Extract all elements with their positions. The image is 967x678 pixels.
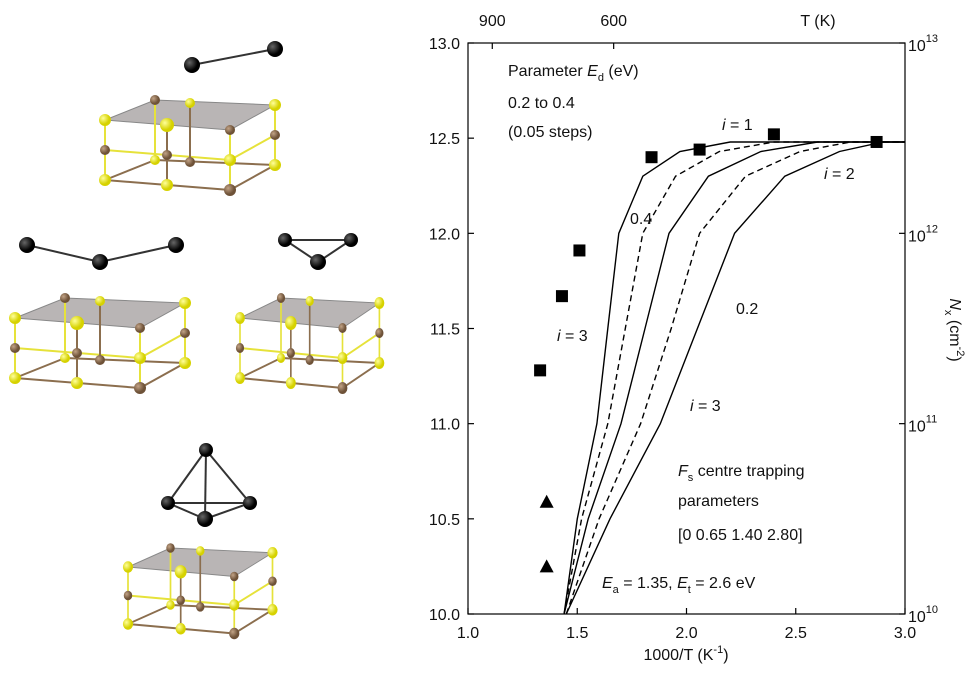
y-tick-label: 12.0 xyxy=(429,226,460,243)
chart: 1.0 1.5 2.0 2.5 3.0 10.0 10.5 11.0 11.5 12.0 12.5 1… xyxy=(429,13,966,664)
annotation-part: = 3 xyxy=(694,398,721,415)
annotation-part: 0.2 to 0.4 xyxy=(508,95,575,112)
x-axis-label-part: 1000/T (K xyxy=(643,647,713,664)
y2-tick-label: 1013 xyxy=(908,33,938,55)
top-tick-label: 600 xyxy=(600,13,627,30)
y-tick-label: 10.5 xyxy=(429,512,460,529)
annotation-part: (0.05 steps) xyxy=(508,124,592,141)
structure-illustration xyxy=(9,41,384,639)
x-tick-label: 1.0 xyxy=(457,625,479,642)
y2-tick-exp: 13 xyxy=(926,33,938,45)
y2-tick-base: 10 xyxy=(908,609,926,626)
x-axis-label-part: -1 xyxy=(713,644,723,656)
annotation-part: (eV) xyxy=(604,63,639,80)
annotation-part: E xyxy=(677,575,688,592)
x-axis-label-part: ) xyxy=(723,647,728,664)
annotation-part: Parameter xyxy=(508,63,587,80)
square-marker xyxy=(534,364,546,376)
annotation-part: centre trapping xyxy=(693,463,804,480)
annotation-part: = 2.6 eV xyxy=(691,575,756,592)
annotation-part: = 3 xyxy=(561,328,588,345)
y2-axis-label-part: (cm xyxy=(946,315,963,346)
y-tick-label: 11.0 xyxy=(430,417,460,434)
annotation: parameters xyxy=(678,493,759,510)
y-tick-label: 12.5 xyxy=(429,131,460,148)
x-tick-label: 3.0 xyxy=(894,625,916,642)
triangle-marker xyxy=(540,559,554,572)
annotation: 0.4 xyxy=(630,211,652,228)
square-marker xyxy=(694,144,706,156)
annotation: Parameter Ed (eV) xyxy=(508,63,639,84)
top-tick-label: 900 xyxy=(479,13,506,30)
y2-tick-label: 1012 xyxy=(908,223,938,245)
y2-axis-label-part: ) xyxy=(946,356,963,361)
square-marker xyxy=(871,136,883,148)
x-tick-label: 2.0 xyxy=(675,625,697,642)
y2-tick-base: 10 xyxy=(908,38,926,55)
x-tick-label: 1.5 xyxy=(566,625,588,642)
annotation: i = 2 xyxy=(824,166,855,183)
y2-axis-label-part: -2 xyxy=(954,347,966,357)
y2-tick-exp: 10 xyxy=(926,604,938,616)
y2-tick-base: 10 xyxy=(908,419,926,436)
y2-tick-exp: 11 xyxy=(926,414,937,426)
square-marker xyxy=(768,128,780,140)
annotation-part: E xyxy=(602,575,613,592)
y-tick-label: 10.0 xyxy=(429,607,460,624)
annotation-part: = 1 xyxy=(726,117,753,134)
annotation: i = 3 xyxy=(690,398,721,415)
annotation-part: 0.2 xyxy=(736,301,758,318)
annotation-part: E xyxy=(587,63,598,80)
square-marker xyxy=(556,290,568,302)
annotation-part: parameters xyxy=(678,493,759,510)
annotation: 0.2 xyxy=(736,301,758,318)
figure: 1.0 1.5 2.0 2.5 3.0 10.0 10.5 11.0 11.5 12.0 12.5 1… xyxy=(0,0,967,673)
annotation: (0.05 steps) xyxy=(508,124,592,141)
annotation-part: = 1.35, xyxy=(619,575,677,592)
annotation-part: 0.4 xyxy=(630,211,652,228)
y2-tick-label: 1011 xyxy=(908,414,937,436)
y2-tick-base: 10 xyxy=(908,228,926,245)
triangle-marker xyxy=(540,495,554,508)
annotation: Ea = 1.35, Et = 2.6 eV xyxy=(602,575,756,596)
annotation-part: [0 0.65 1.40 2.80] xyxy=(678,527,803,544)
y-tick-label: 13.0 xyxy=(429,36,460,53)
y2-tick-exp: 12 xyxy=(926,223,938,235)
annotation: Fs centre trapping xyxy=(678,463,804,484)
square-marker xyxy=(573,244,585,256)
annotation-part: = 2 xyxy=(828,166,855,183)
y2-tick-label: 1010 xyxy=(908,604,938,626)
x-tick-label: 2.5 xyxy=(785,625,807,642)
top-axis-label: T (K) xyxy=(800,13,835,30)
x-axis-label: 1000/T (K-1) xyxy=(643,644,728,664)
annotation: i = 3 xyxy=(557,328,588,345)
annotation: 0.2 to 0.4 xyxy=(508,95,575,112)
annotation: i = 1 xyxy=(722,117,753,134)
square-marker xyxy=(646,151,658,163)
y-tick-label: 11.5 xyxy=(430,322,460,339)
annotation: [0 0.65 1.40 2.80] xyxy=(678,527,803,544)
y2-axis-label-part: N xyxy=(946,298,963,310)
y2-axis-label: Nx (cm-2) xyxy=(942,298,966,361)
